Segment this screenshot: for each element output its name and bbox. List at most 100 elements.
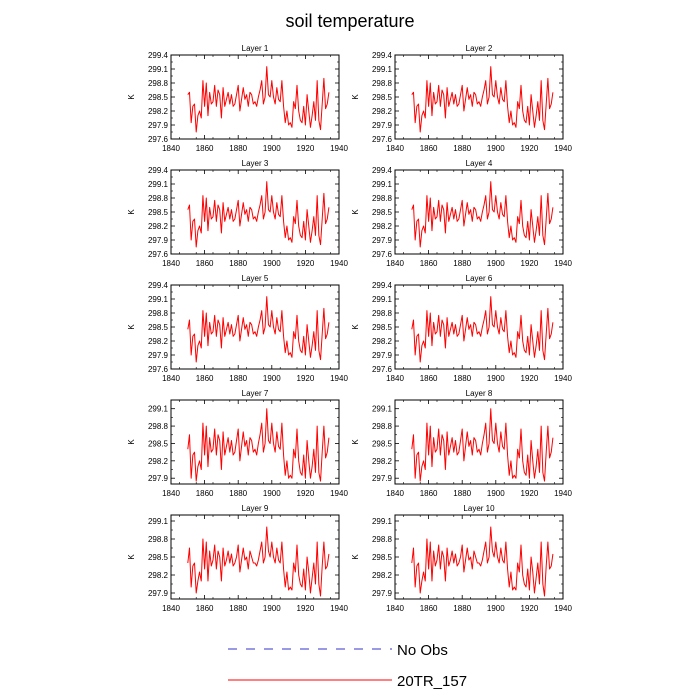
y-axis-label: K <box>351 439 360 445</box>
panel-title: Layer 2 <box>466 44 493 53</box>
x-tick-label: 1900 <box>487 604 505 613</box>
y-tick-label: 298.5 <box>148 553 169 562</box>
y-axis-label: K <box>351 554 360 560</box>
panel-layer-7: Layer 7 K 1840 1860 1880 1900 1920 1940 297.9 298… <box>127 389 348 498</box>
y-tick-label: 299.4 <box>372 51 393 60</box>
series-line-20tr-157 <box>187 66 330 133</box>
x-tick-label: 1840 <box>386 374 404 383</box>
legend-label-20tr-157: 20TR_157 <box>397 673 467 690</box>
y-axis-label: K <box>351 209 360 215</box>
y-tick-label: 298.5 <box>372 93 393 102</box>
y-tick-label: 299.4 <box>148 166 169 175</box>
x-tick-label: 1940 <box>554 259 572 268</box>
y-tick-label: 298.5 <box>148 323 169 332</box>
x-tick-label: 1840 <box>162 374 180 383</box>
panel-layer-8: Layer 8 K 1840 1860 1880 1900 1920 1940 297.9 298… <box>351 389 572 498</box>
y-tick-label: 298.2 <box>148 222 169 231</box>
y-axis-label: K <box>127 324 136 330</box>
x-tick-label: 1840 <box>386 489 404 498</box>
series-line-20tr-157 <box>187 408 330 482</box>
panel-title: Layer 7 <box>242 389 269 398</box>
y-tick-label: 299.1 <box>148 180 169 189</box>
x-tick-label: 1860 <box>420 604 438 613</box>
plot-frame <box>170 399 340 485</box>
y-tick-label: 298.8 <box>148 309 169 318</box>
y-tick-label: 298.8 <box>148 422 169 431</box>
y-tick-label: 298.2 <box>372 457 393 466</box>
panel-title: Layer 10 <box>463 504 495 513</box>
y-tick-label: 298.8 <box>372 309 393 318</box>
y-tick-label: 297.9 <box>148 589 169 598</box>
x-tick-label: 1840 <box>386 604 404 613</box>
y-tick-label: 299.4 <box>148 51 169 60</box>
y-tick-label: 297.9 <box>148 121 169 130</box>
y-tick-label: 298.2 <box>148 457 169 466</box>
x-tick-label: 1900 <box>263 259 281 268</box>
y-tick-label: 298.8 <box>148 535 169 544</box>
x-tick-label: 1900 <box>263 144 281 153</box>
y-tick-label: 298.5 <box>372 323 393 332</box>
x-tick-label: 1880 <box>229 604 247 613</box>
y-tick-label: 298.5 <box>372 553 393 562</box>
series-line-20tr-157 <box>411 181 554 248</box>
plot-frame <box>394 399 564 485</box>
x-tick-label: 1860 <box>420 259 438 268</box>
panel-title: Layer 4 <box>466 159 493 168</box>
x-tick-label: 1940 <box>330 604 348 613</box>
panel-layer-10: Layer 10 K 1840 1860 1880 1900 1920 1940 297.9 29… <box>351 504 572 613</box>
panel-title: Layer 3 <box>242 159 269 168</box>
x-tick-label: 1900 <box>487 374 505 383</box>
series-line-20tr-157 <box>187 181 330 248</box>
x-tick-label: 1880 <box>229 374 247 383</box>
panel-layer-5: Layer 5 K 1840 1860 1880 1900 1920 1940 297.6 297… <box>127 274 348 383</box>
x-tick-label: 1880 <box>453 604 471 613</box>
x-tick-label: 1920 <box>297 144 315 153</box>
x-tick-label: 1920 <box>297 374 315 383</box>
x-tick-label: 1840 <box>162 259 180 268</box>
y-tick-label: 297.6 <box>372 365 393 374</box>
x-tick-label: 1880 <box>229 259 247 268</box>
panel-title: Layer 1 <box>242 44 269 53</box>
y-tick-label: 298.5 <box>148 439 169 448</box>
y-tick-label: 298.5 <box>148 208 169 217</box>
x-tick-label: 1900 <box>487 144 505 153</box>
panel-title: Layer 6 <box>466 274 493 283</box>
x-tick-label: 1860 <box>196 604 214 613</box>
y-tick-label: 299.1 <box>372 517 393 526</box>
x-tick-label: 1840 <box>162 604 180 613</box>
y-tick-label: 298.2 <box>372 107 393 116</box>
y-tick-label: 299.4 <box>372 166 393 175</box>
y-tick-label: 297.9 <box>372 351 393 360</box>
panel-layer-3: Layer 3 K 1840 1860 1880 1900 1920 1940 297.6 297… <box>127 159 348 268</box>
x-tick-label: 1940 <box>554 604 572 613</box>
legend-label-no-obs: No Obs <box>397 642 448 659</box>
y-tick-label: 299.1 <box>148 295 169 304</box>
x-tick-label: 1860 <box>196 259 214 268</box>
panels: Layer 1 K 1840 1860 1880 1900 1920 1940 297.6 297… <box>127 44 572 613</box>
y-tick-label: 299.1 <box>148 405 169 414</box>
panel-layer-9: Layer 9 K 1840 1860 1880 1900 1920 1940 297.9 298… <box>127 504 348 613</box>
x-tick-label: 1900 <box>263 374 281 383</box>
y-axis-label: K <box>127 439 136 445</box>
y-tick-label: 298.2 <box>372 571 393 580</box>
y-tick-label: 297.6 <box>372 250 393 259</box>
figure-title: soil temperature <box>285 11 414 31</box>
x-tick-label: 1920 <box>297 489 315 498</box>
y-tick-label: 298.5 <box>372 439 393 448</box>
y-tick-label: 299.1 <box>372 180 393 189</box>
y-tick-label: 297.9 <box>372 589 393 598</box>
series-line-20tr-157 <box>411 66 554 133</box>
x-tick-label: 1900 <box>263 604 281 613</box>
x-tick-label: 1940 <box>330 144 348 153</box>
panel-title: Layer 5 <box>242 274 269 283</box>
x-tick-label: 1860 <box>420 374 438 383</box>
panel-layer-6: Layer 6 K 1840 1860 1880 1900 1920 1940 297.6 297… <box>351 274 572 383</box>
series-line-20tr-157 <box>187 296 330 363</box>
y-tick-label: 298.8 <box>372 194 393 203</box>
panel-layer-1: Layer 1 K 1840 1860 1880 1900 1920 1940 297.6 297… <box>127 44 348 153</box>
x-tick-label: 1920 <box>297 604 315 613</box>
y-tick-label: 299.1 <box>372 65 393 74</box>
x-tick-label: 1920 <box>521 374 539 383</box>
x-tick-label: 1840 <box>386 144 404 153</box>
